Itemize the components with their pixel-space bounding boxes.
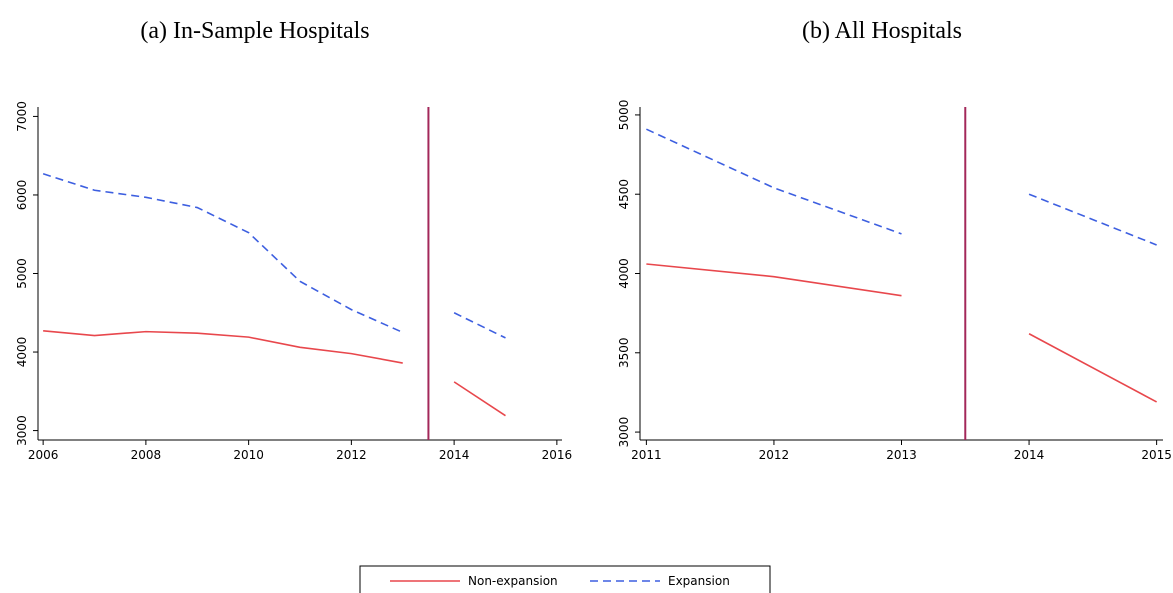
x-tick-label: 2015 bbox=[1141, 448, 1172, 462]
y-tick-label: 3500 bbox=[617, 338, 631, 369]
series-line bbox=[646, 263, 902, 297]
x-tick-label: 2014 bbox=[439, 448, 470, 462]
series-line bbox=[646, 128, 902, 235]
x-tick-label: 2008 bbox=[131, 448, 162, 462]
y-tick-label: 4000 bbox=[617, 258, 631, 289]
y-tick-label: 3000 bbox=[617, 417, 631, 448]
legend-label: Non-expansion bbox=[468, 574, 558, 588]
legend-label: Expansion bbox=[668, 574, 730, 588]
series-line bbox=[1028, 193, 1157, 246]
series-line bbox=[453, 381, 506, 417]
y-tick-label: 7000 bbox=[15, 101, 29, 132]
legend-box bbox=[359, 565, 771, 593]
x-tick-label: 2011 bbox=[631, 448, 662, 462]
x-tick-label: 2013 bbox=[886, 448, 917, 462]
y-tick-label: 4000 bbox=[15, 337, 29, 368]
x-tick-label: 2010 bbox=[233, 448, 264, 462]
x-tick-label: 2014 bbox=[1014, 448, 1045, 462]
x-tick-label: 2012 bbox=[336, 448, 367, 462]
chart-title: (a) In-Sample Hospitals bbox=[140, 18, 369, 44]
y-tick-label: 6000 bbox=[15, 180, 29, 211]
chart-title: (b) All Hospitals bbox=[802, 18, 962, 44]
x-tick-label: 2016 bbox=[542, 448, 573, 462]
y-tick-label: 5000 bbox=[15, 258, 29, 289]
x-tick-label: 2012 bbox=[759, 448, 790, 462]
y-tick-label: 3000 bbox=[15, 415, 29, 446]
y-tick-label: 4500 bbox=[617, 179, 631, 210]
series-line bbox=[453, 312, 506, 339]
series-line bbox=[1028, 333, 1157, 403]
series-line bbox=[43, 330, 403, 364]
series-line bbox=[42, 172, 404, 334]
x-tick-label: 2006 bbox=[28, 448, 59, 462]
y-tick-label: 5000 bbox=[617, 100, 631, 131]
